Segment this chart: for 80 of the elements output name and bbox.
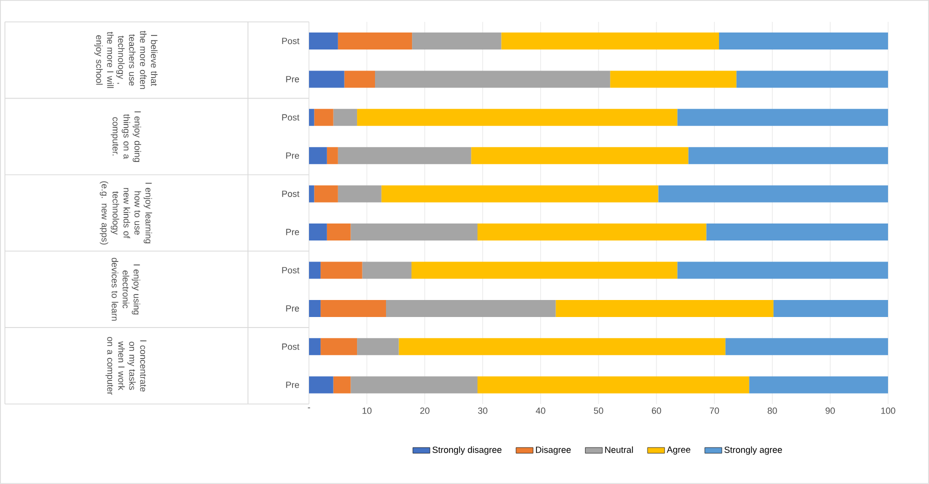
y-tick-label: Pre <box>286 76 300 82</box>
bar <box>610 70 736 88</box>
bar <box>677 262 888 279</box>
bar <box>308 185 314 202</box>
bar <box>350 376 478 394</box>
legend-label: Strongly disagree <box>432 446 502 455</box>
bar <box>308 338 321 356</box>
bar <box>773 300 888 318</box>
x-tick-label: 60 <box>652 408 662 414</box>
bar <box>308 376 334 394</box>
bar <box>381 185 658 202</box>
bar <box>338 147 472 164</box>
bar <box>357 108 678 126</box>
y-tick-label: Pre <box>286 305 300 312</box>
legend-label: Agree <box>666 446 690 455</box>
bar <box>308 300 321 318</box>
bar <box>658 185 888 202</box>
bar <box>706 224 888 241</box>
bar <box>736 70 888 88</box>
text: I concentrate on my tasks when I work on a computer <box>105 337 146 395</box>
bar <box>308 147 327 164</box>
y-tick-label: Pre <box>286 152 300 159</box>
text: I believe that the more often teachers use technology , the more I will enjoy school <box>94 30 158 89</box>
bar <box>749 376 888 394</box>
bar <box>374 70 610 88</box>
bar <box>308 262 321 279</box>
y-tick-label: Post <box>282 267 300 274</box>
bar <box>471 147 688 164</box>
bar <box>412 32 502 50</box>
bar <box>308 224 327 241</box>
bar <box>411 262 678 279</box>
x-tick-label: 100 <box>881 408 896 414</box>
legend-label: Neutral <box>605 446 633 454</box>
x-tick-label: 10 <box>362 408 372 414</box>
text: I enjoy using electronic devices to learn <box>112 258 140 321</box>
y-tick-label: Pre <box>286 382 300 388</box>
bar <box>688 147 888 164</box>
x-tick-label: 30 <box>478 408 488 414</box>
bar <box>478 376 750 394</box>
bar <box>556 300 774 318</box>
x-tick-label: 70 <box>710 408 720 414</box>
bar <box>326 147 338 164</box>
bar <box>398 338 726 356</box>
bar <box>344 70 375 88</box>
bar <box>314 108 334 126</box>
bar <box>677 108 888 126</box>
bar <box>362 262 412 279</box>
x-tick-label: 20 <box>420 408 430 414</box>
x-tick-label: 40 <box>536 408 546 414</box>
bar <box>725 338 888 356</box>
y-tick-label: Pre <box>286 228 300 236</box>
bar <box>719 32 888 50</box>
bar <box>338 32 412 50</box>
bar <box>501 32 719 50</box>
bar <box>308 108 314 126</box>
bar <box>320 338 358 356</box>
bar <box>314 185 338 202</box>
y-tick-label: Post <box>282 344 300 350</box>
bar <box>308 32 338 50</box>
bar <box>320 300 386 318</box>
bar <box>350 224 478 241</box>
x-tick-label: 90 <box>826 408 835 414</box>
bar <box>333 108 358 126</box>
y-tick-label: Post <box>282 38 300 44</box>
y-tick-label: Post <box>282 190 300 198</box>
bar <box>338 185 382 202</box>
bar <box>308 70 344 88</box>
bar <box>333 376 351 394</box>
text: I enjoy doing things on a computer. <box>110 111 142 162</box>
x-tick-label: 50 <box>594 408 604 414</box>
bar <box>357 338 399 356</box>
x-tick-label: 80 <box>768 408 777 414</box>
bar <box>326 224 351 241</box>
legend-label: Strongly agree <box>724 446 782 455</box>
legend-label: Disagree <box>536 446 571 455</box>
bar <box>478 224 706 241</box>
text: I enjoy learning how to use new kinds of technology (e.g. new apps) <box>100 181 152 245</box>
y-tick-label: Post <box>282 114 300 121</box>
bar <box>386 300 556 318</box>
bar <box>320 262 362 279</box>
